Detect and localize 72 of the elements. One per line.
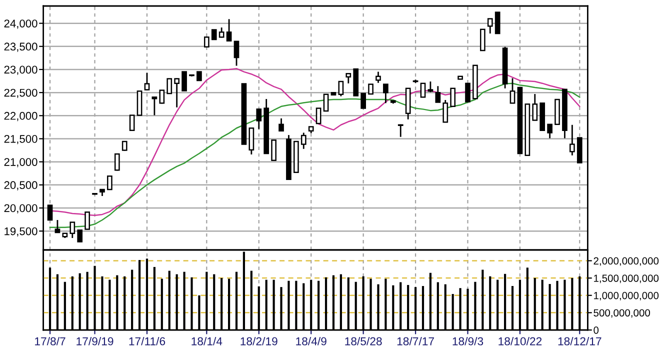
candlestick — [487, 18, 493, 34]
candlestick — [435, 85, 441, 103]
candlestick — [368, 84, 374, 95]
x-tick-label: 18/10/22 — [498, 336, 542, 346]
candlestick — [532, 93, 538, 121]
candlestick — [226, 18, 232, 42]
y-tick-label: 23,500 — [4, 42, 38, 52]
candlestick — [346, 72, 352, 84]
candlestick — [204, 36, 210, 48]
candlestick — [211, 29, 217, 40]
candlestick — [420, 82, 426, 98]
candlestick — [442, 99, 448, 123]
x-tick-label: 17/8/7 — [35, 336, 66, 346]
candlestick — [547, 124, 552, 139]
candlestick — [144, 72, 150, 91]
y-tick-label: 19,500 — [4, 227, 38, 237]
candlestick — [152, 96, 158, 116]
x-tick-label: 18/12/17 — [558, 336, 602, 346]
candlestick — [316, 108, 322, 124]
candlestick — [465, 82, 470, 102]
candlestick — [376, 71, 381, 84]
candlestick — [182, 71, 187, 92]
candlestick — [510, 78, 516, 104]
candlestick — [114, 153, 120, 172]
y-tick-label: 21,000 — [4, 158, 38, 168]
x-tick-label: 18/9/3 — [452, 336, 484, 346]
y-tick-label: 20,000 — [4, 204, 38, 214]
candlestick — [122, 140, 128, 152]
candlestick — [77, 228, 83, 243]
candlestick — [360, 92, 366, 109]
candlestick — [278, 118, 284, 132]
candlestick — [398, 124, 404, 138]
y-tick-label: 21,500 — [4, 135, 38, 144]
candlestick — [271, 139, 276, 162]
candlestick — [300, 132, 306, 150]
candlestick — [107, 176, 112, 190]
candlestick — [70, 222, 76, 239]
candlestick — [450, 88, 456, 108]
x-tick-label: 18/2/19 — [240, 336, 278, 346]
x-tick-label: 18/1/4 — [192, 336, 222, 346]
candlestick — [323, 94, 329, 112]
y2-tick-label: 500,000,000 — [594, 309, 650, 318]
candlestick — [256, 108, 262, 130]
y-tick-label: 23,000 — [4, 66, 38, 75]
y-tick-label: 22,500 — [4, 88, 38, 98]
x-tick-label: 17/9/19 — [76, 336, 114, 346]
candlestick — [54, 219, 60, 234]
y-tick-label: 24,000 — [4, 20, 38, 29]
y2-tick-label: 0 — [594, 326, 599, 334]
candlestick — [234, 40, 240, 66]
candlestick — [338, 80, 344, 97]
candlestick — [248, 127, 254, 156]
candlestick — [159, 90, 165, 104]
candlestick — [84, 211, 90, 230]
x-tick-label: 18/5/28 — [345, 336, 382, 346]
candlestick — [480, 28, 486, 52]
x-tick-label: 18/7/17 — [397, 336, 434, 346]
y2-tick-label: 2,000,000,000 — [594, 257, 659, 266]
candlestick — [47, 204, 53, 222]
candlestick — [218, 26, 224, 38]
x-tick-label: 17/11/6 — [129, 336, 166, 346]
candlestick — [174, 78, 180, 108]
y-tick-label: 22,000 — [4, 112, 38, 122]
y2-tick-label: 1,000,000,000 — [594, 292, 659, 300]
y2-tick-label: 1,500,000,000 — [594, 274, 659, 284]
candlestick — [166, 78, 172, 94]
candlestick — [129, 114, 135, 132]
candlestick — [494, 12, 500, 34]
candlestick — [383, 84, 388, 104]
y-tick-label: 20,500 — [4, 181, 38, 190]
x-tick-label: 18/4/9 — [296, 336, 326, 346]
candlestick — [570, 124, 575, 156]
